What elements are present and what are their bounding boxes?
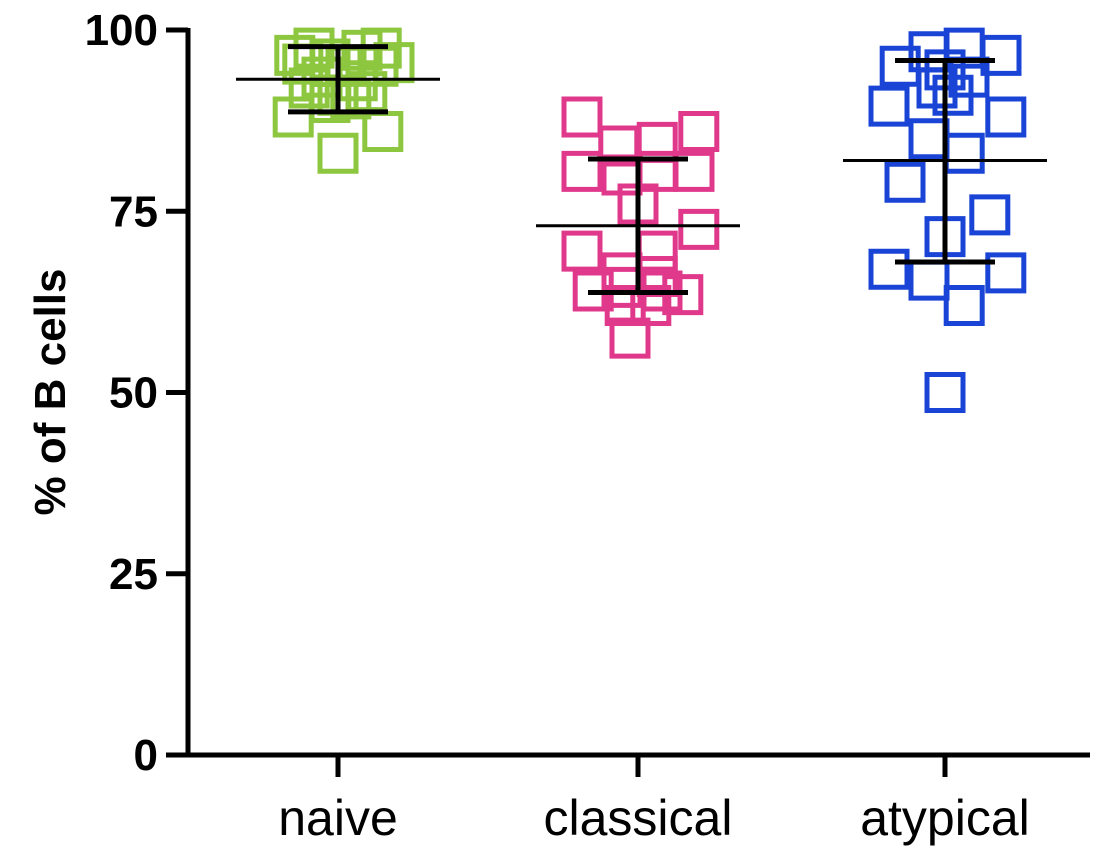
atypical-point bbox=[943, 132, 985, 174]
atypical-point bbox=[943, 285, 985, 326]
atypical-point bbox=[985, 96, 1027, 138]
atypical-point bbox=[868, 248, 910, 290]
naive-point bbox=[272, 96, 314, 138]
y-axis-title: % of B cells bbox=[26, 269, 75, 516]
atypical-point bbox=[985, 252, 1027, 294]
y-tick-label: 0 bbox=[134, 731, 158, 780]
data-points bbox=[272, 27, 1027, 413]
y-tick-label: 75 bbox=[109, 187, 158, 236]
axes: 0 25 50 75 100 naive classical atypical bbox=[85, 6, 1090, 846]
y-tick-label: 100 bbox=[85, 6, 158, 55]
classical-point bbox=[678, 208, 720, 250]
error-bars bbox=[236, 44, 1047, 295]
atypical-point bbox=[879, 45, 921, 87]
atypical-point bbox=[908, 259, 950, 301]
atypical-point bbox=[980, 34, 1022, 76]
atypical-point bbox=[924, 372, 966, 413]
naive-point bbox=[317, 132, 359, 174]
y-tick-label: 50 bbox=[109, 369, 158, 418]
classical-point bbox=[561, 230, 603, 272]
classical-point bbox=[561, 150, 603, 192]
atypical-point bbox=[908, 118, 950, 160]
classical-point bbox=[678, 111, 720, 152]
atypical-point bbox=[868, 85, 910, 127]
classical-point bbox=[609, 317, 651, 359]
atypical-point bbox=[884, 161, 926, 203]
classical-point bbox=[630, 285, 672, 326]
atypical-point bbox=[969, 194, 1011, 236]
classical-point bbox=[604, 285, 646, 326]
x-tick-label: classical bbox=[544, 790, 733, 846]
y-tick-label: 25 bbox=[109, 550, 158, 599]
classical-point bbox=[636, 230, 678, 272]
x-tick-label: naive bbox=[278, 790, 398, 846]
classical-point bbox=[673, 150, 715, 192]
x-tick-label: atypical bbox=[860, 790, 1030, 846]
atypical-point bbox=[932, 74, 974, 116]
classical-point bbox=[561, 96, 603, 138]
